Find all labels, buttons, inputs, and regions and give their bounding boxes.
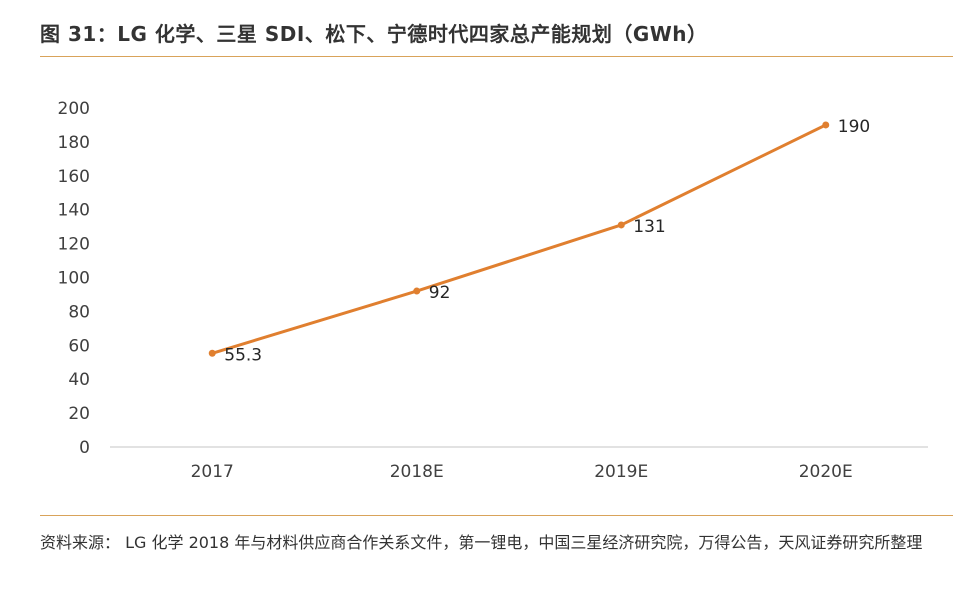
y-tick-label: 0 bbox=[79, 438, 90, 458]
y-tick-label: 160 bbox=[58, 167, 90, 187]
chart-title: 图 31：LG 化学、三星 SDI、松下、宁德时代四家总产能规划（GWh） bbox=[40, 22, 708, 46]
data-label: 55.3 bbox=[224, 345, 262, 365]
x-axis: 2017 2018E 2019E 2020E bbox=[191, 462, 853, 482]
x-tick-label: 2019E bbox=[594, 462, 648, 482]
y-tick-label: 60 bbox=[68, 336, 90, 356]
y-tick-label: 200 bbox=[58, 99, 90, 119]
source-note: 资料来源： LG 化学 2018 年与材料供应商合作关系文件，第一锂电，中国三星… bbox=[40, 533, 923, 552]
data-labels: 55.3 92 131 190 bbox=[224, 117, 870, 365]
y-tick-label: 20 bbox=[68, 404, 90, 424]
y-tick-label: 80 bbox=[68, 302, 90, 322]
x-tick-label: 2017 bbox=[191, 462, 234, 482]
title-divider bbox=[40, 56, 953, 57]
data-points bbox=[208, 121, 830, 357]
data-point bbox=[208, 349, 216, 357]
y-tick-label: 120 bbox=[58, 235, 90, 255]
data-point bbox=[617, 221, 625, 229]
data-label: 131 bbox=[633, 217, 665, 237]
source-divider bbox=[40, 515, 953, 516]
x-tick-label: 2020E bbox=[799, 462, 853, 482]
y-tick-label: 180 bbox=[58, 133, 90, 153]
series-line bbox=[211, 123, 827, 355]
data-point bbox=[413, 287, 421, 295]
data-label: 190 bbox=[838, 117, 870, 137]
data-label: 92 bbox=[429, 283, 451, 303]
x-tick-label: 2018E bbox=[390, 462, 444, 482]
y-tick-label: 140 bbox=[58, 201, 90, 221]
y-axis: 0 20 40 60 80 100 120 140 160 180 200 bbox=[58, 99, 90, 458]
data-point bbox=[822, 121, 830, 129]
y-tick-label: 100 bbox=[58, 269, 90, 289]
y-tick-label: 40 bbox=[68, 370, 90, 390]
